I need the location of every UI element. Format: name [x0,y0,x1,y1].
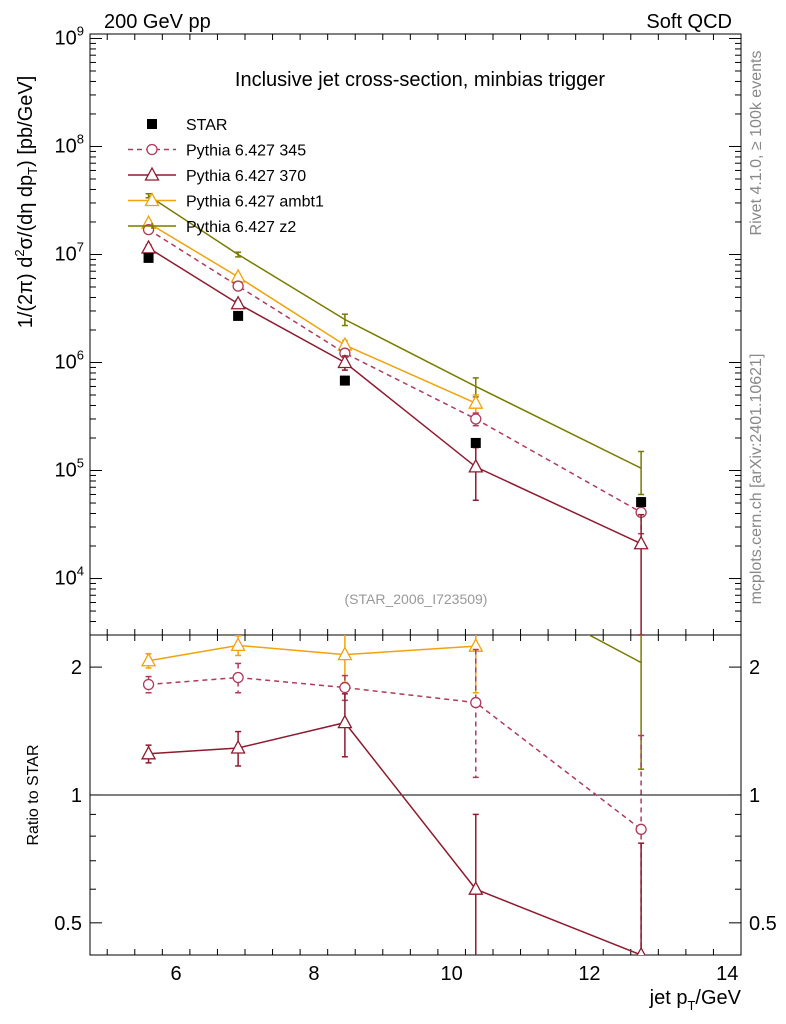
legend-label: Pythia 6.427 ambt1 [186,194,324,211]
header-left-label: 200 GeV pp [104,11,211,33]
ratio-axis-ticks: 0.5 0.5 1 1 2 2 [54,657,777,935]
legend-marker [144,166,160,181]
series-2 [140,239,649,636]
series-3 [140,214,484,414]
y-tick-label: 104 [55,564,84,590]
series-line [148,228,642,513]
data-point [470,437,481,448]
series-1 [142,223,647,535]
ratio-tick-label-right: 1 [749,785,760,807]
data-point [230,268,246,283]
ratio-point [232,671,244,684]
data-point [143,252,154,263]
data-point [337,354,353,369]
legend: STAR Pythia 6.427 345 Pythia 6.427 370 Pyth… [128,117,324,236]
x-axis-label: jet pT/GeV [649,987,742,1013]
ratio-point [140,652,157,667]
x-tick-label: 12 [578,963,600,985]
ratio-line [148,676,642,830]
chart-title: Inclusive jet cross-section, minbias tri… [235,69,605,91]
legend-label: Pythia 6.427 z2 [186,219,296,236]
header-right-label: Soft QCD [646,11,732,33]
y-tick-label: 108 [55,131,84,157]
data-point [233,310,244,321]
ratio-line [148,644,476,662]
ratio-point [230,739,246,754]
ratio-tick-label-right: 2 [749,657,760,679]
ratio-point [142,678,155,691]
ratio-series-3 [140,635,484,694]
legend-label: Pythia 6.427 345 [186,143,306,160]
y-tick-label: 107 [55,239,84,265]
x-tick-label: 14 [716,963,738,985]
main-plot-series [140,193,649,636]
ratio-line [148,721,642,955]
legend-label: Pythia 6.427 370 [186,168,306,185]
legend-marker [146,143,158,156]
data-point [230,295,246,310]
y-tick-label: 106 [55,348,84,374]
ratio-point [337,714,353,729]
data-point [636,497,647,508]
ratio-tick-label: 1 [71,785,82,807]
ratio-plot-series [140,635,647,955]
ratio-tick-label: 2 [71,657,82,679]
series-line [148,247,642,545]
data-point [232,280,244,292]
legend-marker [144,192,160,207]
data-point [142,223,155,236]
ratio-series-2 [140,693,646,955]
x-tick-label: 10 [441,963,463,985]
x-axis-ticks: 6 8 10 12 14 [106,34,738,985]
analysis-id-label: (STAR_2006_I723509) [345,591,488,607]
series-4 [145,193,645,496]
series-0 [143,252,647,508]
data-point [468,394,484,409]
series-line [148,195,642,469]
ratio-point [470,696,482,709]
series-line [148,222,477,404]
legend-marker [147,119,157,129]
x-tick-label: 8 [308,963,319,985]
x-tick-label: 6 [171,963,182,985]
mcplots-label: mcplots.cern.ch [arXiv:2401.10621] [748,354,765,605]
data-point [468,458,484,473]
data-point [339,375,350,386]
ratio-point [636,946,646,955]
rivet-version-label: Rivet 4.1.0, ≥ 100k events [748,51,765,236]
ratio-point [468,880,484,895]
data-point [470,413,482,425]
ratio-point [635,823,647,835]
ratio-y-axis-label: Ratio to STAR [25,744,42,845]
data-point [140,239,157,254]
ratio-tick-label-right: 0.5 [749,913,777,935]
legend-label: STAR [186,117,227,134]
ratio-point [230,636,246,652]
y-axis-ticks: 104 105 106 107 108 109 [55,23,741,636]
ratio-point [140,745,157,760]
ratio-point [339,681,351,694]
y-axis-label: 1/(2π) d2σ/(dη dpT) [pb/GeV] [12,76,40,329]
ratio-series-1 [142,648,647,955]
y-tick-label: 109 [55,23,84,49]
data-point [633,535,649,550]
ratio-tick-label: 0.5 [54,913,82,935]
ratio-point [337,646,353,661]
ratio-line [587,635,642,664]
y-tick-label: 105 [55,456,84,482]
ratio-series-4 [587,635,645,770]
